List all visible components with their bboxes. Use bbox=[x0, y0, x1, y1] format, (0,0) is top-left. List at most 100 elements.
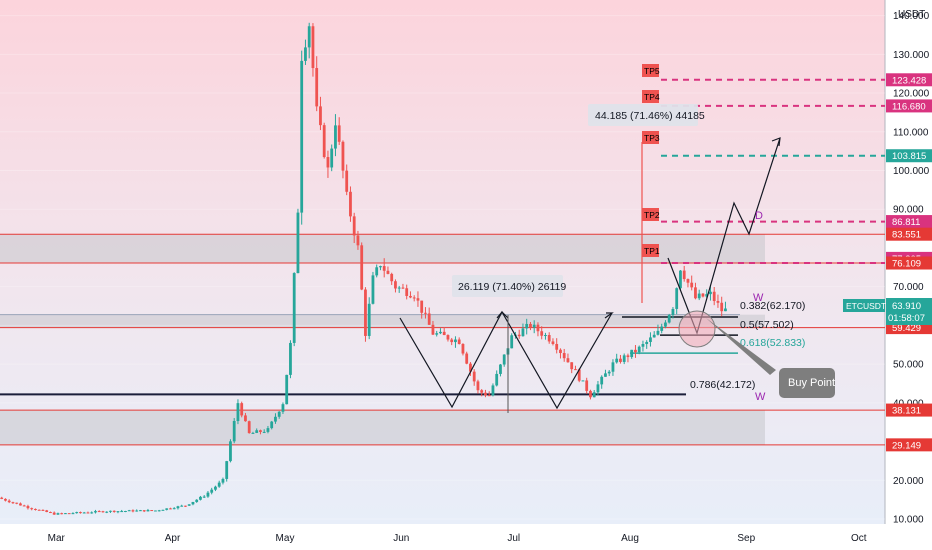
candle-body bbox=[319, 106, 322, 126]
candle-body bbox=[247, 421, 251, 434]
candle-body bbox=[270, 421, 274, 429]
candle-body bbox=[371, 275, 375, 304]
y-tick-label: 50.000 bbox=[893, 360, 924, 371]
candle-body bbox=[637, 346, 641, 353]
candle-body bbox=[0, 497, 4, 499]
price-level-badge bbox=[886, 403, 932, 417]
candle-body bbox=[679, 270, 682, 289]
candle-body bbox=[626, 355, 630, 358]
projection-arrow[interactable] bbox=[771, 137, 781, 147]
x-tick-label: Aug bbox=[621, 533, 639, 544]
candle-body bbox=[667, 315, 671, 323]
candle-body bbox=[202, 496, 206, 498]
price-level-badge bbox=[886, 227, 932, 241]
candle-body bbox=[176, 506, 180, 509]
candle-body bbox=[266, 428, 270, 432]
measurement-box-1[interactable]: 26.119 (71.40%) 26119 bbox=[452, 275, 566, 297]
candle-body bbox=[600, 376, 604, 385]
w-pattern-arrow[interactable] bbox=[496, 311, 509, 319]
candle-body bbox=[45, 510, 49, 513]
candle-body bbox=[416, 298, 420, 301]
x-tick-label: Sep bbox=[737, 533, 755, 544]
w-pattern-arrow[interactable] bbox=[604, 312, 614, 319]
candle-body bbox=[210, 489, 214, 493]
candle-body bbox=[161, 509, 165, 511]
candle-body bbox=[472, 371, 476, 382]
candle-body bbox=[581, 380, 585, 382]
price-level-badge bbox=[886, 438, 932, 452]
candle-body bbox=[487, 395, 491, 397]
candle-body bbox=[431, 324, 435, 335]
candle-body bbox=[274, 416, 277, 422]
candle-body bbox=[521, 328, 525, 337]
measurement-box-2[interactable]: 44.185 (71.46%) 44185 bbox=[588, 104, 705, 126]
tp3-tag: TP3 bbox=[642, 131, 660, 144]
candle-body bbox=[30, 508, 34, 510]
candle-body bbox=[502, 354, 506, 365]
candle-body bbox=[11, 502, 15, 504]
candle-body bbox=[79, 512, 82, 514]
candle-body bbox=[634, 349, 637, 353]
candle-body bbox=[307, 26, 311, 48]
candle-body bbox=[157, 510, 161, 512]
candle-body bbox=[67, 513, 71, 515]
candle-body bbox=[37, 509, 41, 511]
candle-body bbox=[135, 510, 139, 512]
candle-body bbox=[139, 510, 142, 512]
svg-text:TP2: TP2 bbox=[644, 210, 660, 220]
candle-body bbox=[379, 266, 382, 268]
candle-body bbox=[7, 500, 11, 503]
candle-body bbox=[382, 266, 386, 271]
candle-body bbox=[232, 421, 236, 442]
candle-body bbox=[716, 301, 720, 303]
candle-body bbox=[277, 411, 281, 417]
candle-body bbox=[536, 324, 540, 332]
candle-body bbox=[97, 511, 101, 513]
candle-body bbox=[124, 511, 127, 513]
candle-body bbox=[172, 508, 176, 510]
projection-path[interactable] bbox=[667, 137, 781, 335]
candle-body bbox=[285, 374, 289, 405]
countdown-label: 01:58:07 bbox=[888, 313, 925, 324]
buy-point-callout[interactable]: Buy Point bbox=[706, 318, 835, 398]
candle-body bbox=[75, 512, 79, 514]
measurement-label-1: 26.119 (71.40%) 26119 bbox=[458, 281, 566, 293]
candle-body bbox=[709, 291, 712, 295]
svg-text:TP1: TP1 bbox=[644, 246, 660, 256]
candle-body bbox=[180, 505, 184, 507]
candle-body bbox=[101, 511, 105, 513]
candle-body bbox=[262, 431, 266, 433]
buy-zone-circle[interactable] bbox=[678, 310, 716, 348]
candle-body bbox=[427, 313, 431, 325]
candle-body bbox=[86, 512, 90, 514]
candle-body bbox=[442, 331, 446, 336]
candle-body bbox=[367, 303, 371, 336]
candle-body bbox=[619, 358, 622, 362]
candle-body bbox=[360, 245, 364, 290]
candle-body bbox=[476, 381, 480, 391]
candle-body bbox=[544, 335, 547, 337]
candle-body bbox=[71, 513, 75, 515]
candle-body bbox=[480, 390, 484, 393]
price-level-badge-label: 29.149 bbox=[892, 440, 921, 451]
price-level-badge-label: 83.551 bbox=[892, 230, 921, 241]
candle-body bbox=[390, 273, 394, 282]
candle-body bbox=[304, 47, 307, 61]
support-resistance-zone bbox=[0, 234, 765, 264]
candle-body bbox=[720, 302, 724, 312]
x-tick-label: Mar bbox=[48, 533, 66, 544]
x-tick-label: Jul bbox=[507, 533, 520, 544]
candle-body bbox=[457, 339, 461, 344]
candle-body bbox=[660, 326, 664, 331]
candle-body bbox=[154, 510, 157, 512]
tp5-tag: TP5 bbox=[642, 64, 660, 77]
candle-body bbox=[574, 369, 577, 371]
candle-body bbox=[22, 505, 26, 507]
candle-body bbox=[446, 335, 450, 340]
symbol-badge: ETCUSDT bbox=[843, 299, 886, 312]
candle-body bbox=[236, 403, 240, 422]
candle-body bbox=[116, 511, 120, 513]
candle-body bbox=[229, 441, 232, 462]
y-tick-label: 100.000 bbox=[893, 166, 930, 177]
